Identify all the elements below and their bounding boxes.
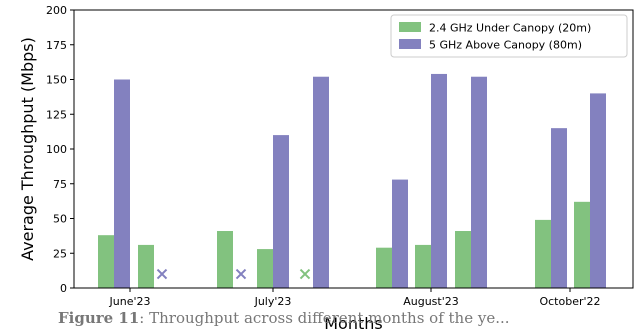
- legend-swatch: [399, 39, 421, 49]
- bar-purple-1-1: [273, 135, 289, 288]
- bar-green-0-0: [98, 235, 114, 288]
- bars-group: [98, 73, 606, 289]
- y-tick-label: 50: [53, 213, 67, 226]
- bar-green-1-1: [257, 249, 273, 288]
- y-tick-label: 200: [46, 4, 67, 17]
- y-tick-label: 100: [46, 143, 67, 156]
- missing-marker-0: [156, 268, 168, 280]
- bar-purple-2-0: [392, 179, 408, 288]
- markers-group: [156, 268, 311, 280]
- y-tick-label: 75: [53, 178, 67, 191]
- missing-marker-1: [235, 268, 247, 280]
- bar-purple-1-2: [313, 76, 329, 288]
- legend: 2.4 GHz Under Canopy (20m) 5 GHz Above Ca…: [390, 14, 628, 58]
- legend-box: [390, 14, 628, 58]
- marker-stroke: [299, 268, 311, 280]
- caption-fig-number: Figure 11: [58, 309, 140, 327]
- y-tick-label: 0: [60, 282, 67, 295]
- figure-caption: Figure 11: Throughput across different m…: [58, 309, 510, 327]
- bar-green-2-1: [415, 244, 431, 288]
- legend-label: 5 GHz Above Canopy (80m): [429, 39, 582, 52]
- bar-purple-3-0: [551, 128, 567, 288]
- missing-marker-2: [299, 268, 311, 280]
- bar-green-0-1: [138, 244, 154, 288]
- axes-group: 0 25 50 75 100 125 150 175 200 June'23 July'23 Augu…: [46, 4, 634, 308]
- bar-purple-3-1: [590, 93, 606, 289]
- bar-green-2-2: [455, 231, 471, 288]
- y-tick-label: 150: [46, 74, 67, 87]
- x-tick-label: June'23: [109, 295, 151, 308]
- bar-purple-2-1: [431, 73, 447, 288]
- caption-text: : Throughput across different months of …: [139, 309, 510, 327]
- y-tick-label: 175: [46, 39, 67, 52]
- x-tick-label: October'22: [539, 295, 600, 308]
- marker-stroke: [235, 268, 247, 280]
- x-tick-label: August'23: [403, 295, 459, 308]
- x-axis-label: Months: [324, 314, 382, 333]
- bar-green-3-1: [574, 201, 590, 288]
- y-axis-label: Average Throughput (Mbps): [18, 37, 37, 261]
- y-tick-label: 125: [46, 108, 67, 121]
- bar-green-3-0: [535, 219, 551, 288]
- legend-swatch: [399, 22, 421, 32]
- x-tick-label: July'23: [254, 295, 292, 308]
- bar-purple-0-0: [114, 79, 130, 288]
- bar-green-1-0: [217, 231, 233, 288]
- bar-purple-2-2: [471, 76, 487, 288]
- marker-stroke: [156, 268, 168, 280]
- bar-green-2-0: [376, 247, 392, 288]
- y-tick-label: 25: [53, 247, 67, 260]
- legend-label: 2.4 GHz Under Canopy (20m): [429, 22, 591, 35]
